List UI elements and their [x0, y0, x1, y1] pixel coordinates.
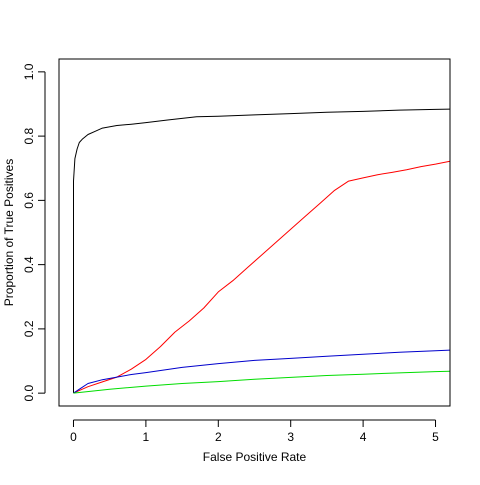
plot-frame: [58, 58, 451, 407]
axes-layer: 0 1 2 3 4 5 0.0 0.2 0.4 0.6 0.8 1.0: [22, 63, 439, 444]
y-axis-label: Proportion of True Positives: [2, 159, 16, 306]
x-tick-label: 2: [215, 430, 222, 444]
y-tick-label: 0.8: [22, 127, 36, 144]
series-line-2: [73, 160, 451, 394]
x-tick-label: 4: [360, 430, 367, 444]
series-layer: [73, 108, 451, 394]
x-tick-label: 3: [287, 430, 294, 444]
x-axis-label: False Positive Rate: [203, 450, 307, 464]
y-tick-label: 0.0: [22, 384, 36, 401]
x-tick-label: 0: [70, 430, 77, 444]
series-line-4: [73, 370, 451, 394]
y-tick-label: 0.2: [22, 320, 36, 337]
y-tick-label: 0.4: [22, 256, 36, 273]
series-line-1: [73, 108, 451, 394]
x-tick-label: 1: [143, 430, 150, 444]
x-tick-label: 5: [432, 430, 439, 444]
y-tick-label: 1.0: [22, 63, 36, 80]
y-tick-label: 0.6: [22, 192, 36, 209]
series-line-3: [73, 349, 451, 394]
